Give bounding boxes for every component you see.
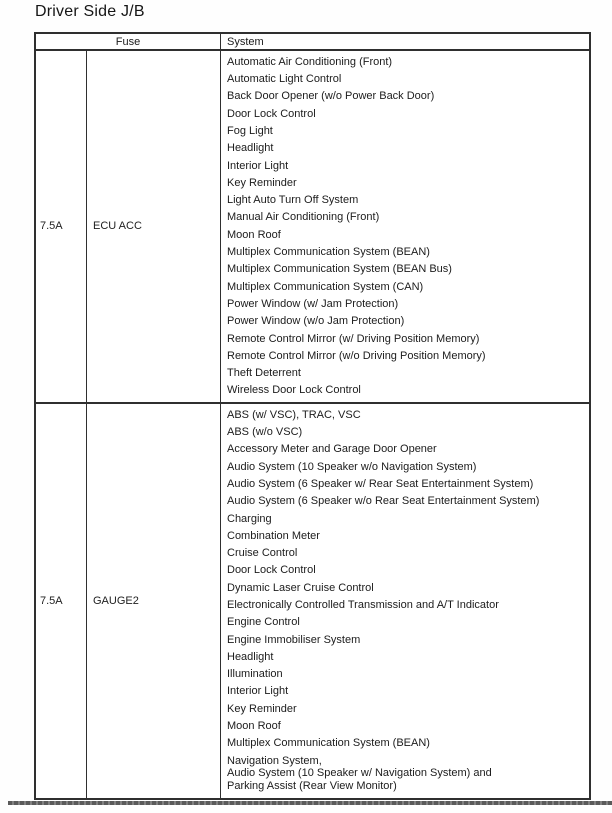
page-title: Driver Side J/B [35,3,145,20]
system-list: Automatic Air Conditioning (Front) Automa… [220,51,589,402]
system-entry: Wireless Door Lock Control [227,384,361,397]
system-entry: Interior Light [227,685,289,698]
system-entry: Multiplex Communication System (BEAN) [227,737,430,750]
system-entry: Engine Immobiliser System [227,633,361,646]
system-entry: Power Window (w/ Jam Protection) [227,297,399,310]
fuse-amp: 7.5A [40,594,63,607]
system-entry: Remote Control Mirror (w/o Driving Posit… [227,349,486,362]
fuse-row-gauge2: 7.5A GAUGE2 ABS (w/ VSC), TRAC, VSC ABS (… [36,403,589,798]
system-entry: Illumination [227,668,283,681]
system-entry: Combination Meter [227,529,320,542]
system-entry: Remote Control Mirror (w/ Driving Positi… [227,332,480,345]
system-entry: Navigation System, Audio System (10 Spea… [227,754,492,793]
system-entry: Automatic Air Conditioning (Front) [227,55,393,68]
system-entry: Door Lock Control [227,107,316,120]
system-entry: Manual Air Conditioning (Front) [227,211,380,224]
fuse-table: Fuse System 7.5A ECU ACC Automatic Air C… [34,32,591,800]
header-system: System [220,34,589,49]
system-entry: Multiplex Communication System (BEAN Bus… [227,263,452,276]
header-fuse: Fuse [115,35,141,48]
fuse-amp: 7.5A [40,220,63,233]
system-entry: ABS (w/ VSC), TRAC, VSC [227,408,361,421]
system-entry: Audio System (10 Speaker w/o Navigation … [227,460,477,473]
system-entry: Engine Control [227,616,300,629]
system-entry: Key Reminder [227,702,297,715]
system-entry: Headlight [227,650,274,663]
system-entry: Electronically Controlled Transmission a… [227,599,499,611]
system-entry: Moon Roof [227,228,281,241]
system-entry: Audio System (6 Speaker w/o Rear Seat En… [227,495,540,508]
system-entry: Multiplex Communication System (BEAN) [227,246,430,259]
system-list: ABS (w/ VSC), TRAC, VSC ABS (w/o VSC) Acce… [220,403,589,798]
system-entry: Interior Light [227,159,289,172]
fuse-name: GAUGE2 [86,403,220,798]
table-header-row: Fuse System [36,34,589,51]
system-entry: Back Door Opener (w/o Power Back Door) [227,90,435,103]
system-entry: Accessory Meter and Garage Door Opener [227,443,437,456]
fuse-row-ecu-acc: 7.5A ECU ACC Automatic Air Conditioning … [36,51,589,404]
system-entry: Cruise Control [227,547,298,560]
system-entry: Multiplex Communication System (CAN) [227,280,424,293]
system-entry: Door Lock Control [227,564,316,577]
system-entry: Light Auto Turn Off System [227,194,359,207]
system-entry: Fog Light [227,124,273,137]
system-entry: Key Reminder [227,176,297,189]
system-entry: Moon Roof [227,720,281,733]
system-entry: Power Window (w/o Jam Protection) [227,315,405,328]
fuse-name: ECU ACC [86,51,220,402]
system-entry: ABS (w/o VSC) [227,426,303,439]
system-entry: Headlight [227,142,274,155]
system-entry: Dynamic Laser Cruise Control [227,581,374,594]
system-entry: Charging [227,512,272,525]
system-entry: Automatic Light Control [227,73,342,86]
system-entry: Audio System (6 Speaker w/ Rear Seat Ent… [227,477,534,490]
page-bottom-scan-bar [8,801,612,805]
system-entry: Theft Deterrent [227,367,301,380]
